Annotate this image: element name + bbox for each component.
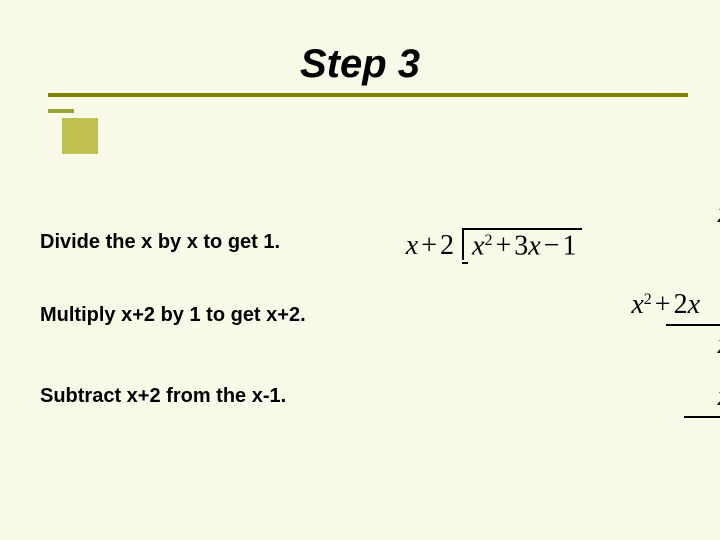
instruction-2: Multiply x+2 by 1 to get x+2. <box>40 303 370 328</box>
dividend: x2+3x−1 <box>462 228 582 260</box>
long-division: x+1 x+2 x2+3x−1 x2+2x x−1 <box>370 200 680 456</box>
dividend-sq: 2 <box>484 232 492 249</box>
dividend-x: x <box>472 230 484 261</box>
page-title: Step 3 <box>300 42 420 87</box>
step-subtract: x+2 −3 <box>462 378 720 456</box>
instruction-1: Divide the x by x to get 1. <box>40 230 370 255</box>
divisor-x: x <box>406 230 418 261</box>
dividend-3: 3 <box>514 230 528 261</box>
dividend-x2: x <box>528 230 540 261</box>
dividend-minus: − <box>541 230 563 261</box>
instruction-3: Subtract x+2 from the x-1. <box>40 384 370 409</box>
row2-x2: x <box>688 289 700 320</box>
row2-two: 2 <box>674 289 688 320</box>
accent-square <box>62 118 98 154</box>
quotient: x+1 <box>462 200 720 228</box>
row2-plus: + <box>652 289 674 320</box>
divisor-plus: + <box>418 230 440 261</box>
row2-sq: 2 <box>644 291 652 308</box>
step-multiply: x2+2x x−1 <box>462 286 720 364</box>
divisor-two: 2 <box>440 230 454 261</box>
divisor: x+2 <box>406 232 462 260</box>
dividend-plus: + <box>492 230 514 261</box>
row2-x: x <box>631 289 643 320</box>
dividend-one: 1 <box>562 230 576 261</box>
